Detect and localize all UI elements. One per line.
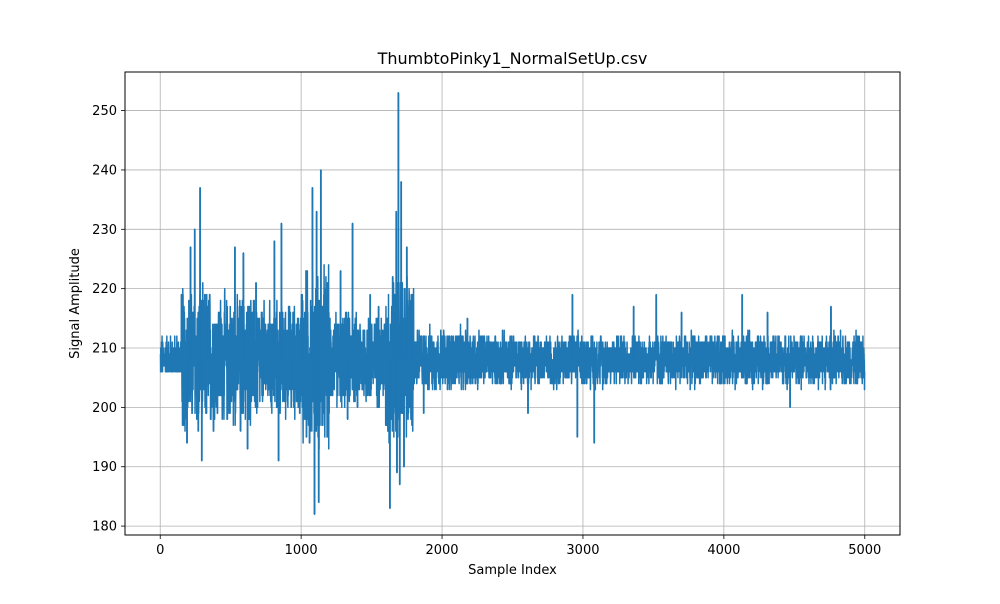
plot-frame xyxy=(124,71,901,536)
y-tick-label: 180 xyxy=(92,520,117,535)
y-tick-label: 190 xyxy=(92,460,117,475)
y-tick-label: 240 xyxy=(92,163,117,178)
axis-ticks: 0 1000 2000 3000 4000 5000 180 190 200 210 220 230 2… xyxy=(92,104,881,558)
x-tick-label: 2000 xyxy=(425,543,458,558)
series-lines xyxy=(159,92,866,515)
x-tick-label: 0 xyxy=(156,543,164,558)
series-line-0 xyxy=(159,92,866,515)
x-axis-label: Sample Index xyxy=(468,563,557,578)
y-tick-label: 230 xyxy=(92,223,117,238)
y-axis-label: Signal Amplitude xyxy=(68,248,83,359)
y-tick-label: 220 xyxy=(92,282,117,297)
y-tick-label: 210 xyxy=(92,342,117,357)
y-tick-label: 200 xyxy=(92,401,117,416)
x-tick-label: 4000 xyxy=(707,543,740,558)
chart-title: ThumbtoPinky1_NormalSetUp.csv xyxy=(377,49,648,69)
y-tick-label: 250 xyxy=(92,104,117,119)
x-tick-label: 3000 xyxy=(566,543,599,558)
x-tick-label: 5000 xyxy=(848,543,881,558)
x-tick-label: 1000 xyxy=(285,543,318,558)
